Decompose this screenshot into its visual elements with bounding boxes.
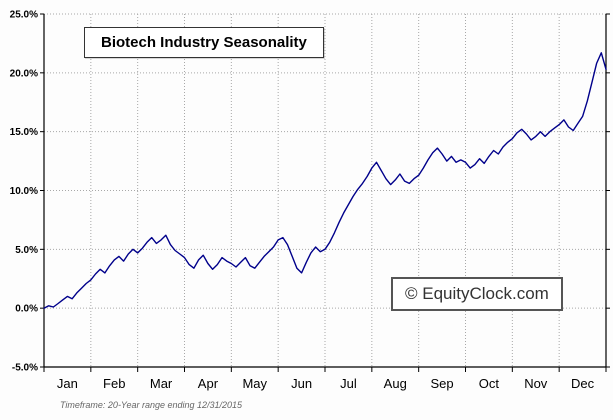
x-tick-label: Jun <box>291 376 312 391</box>
y-tick-label: 15.0% <box>10 127 38 138</box>
x-tick-label: Aug <box>384 376 407 391</box>
x-tick-label: Sep <box>431 376 454 391</box>
x-tick-label: Jul <box>340 376 357 391</box>
y-tick-label: 25.0% <box>10 10 38 21</box>
seasonality-line <box>43 52 607 309</box>
x-tick-label: Oct <box>479 376 500 391</box>
x-tick-label: Jan <box>57 376 78 391</box>
equityclock-watermark: © EquityClock.com <box>391 277 563 311</box>
y-tick-label: 20.0% <box>10 68 38 79</box>
x-tick-label: Apr <box>198 376 219 391</box>
y-tick-label: 10.0% <box>10 186 38 197</box>
timeframe-note: Timeframe: 20-Year range ending 12/31/20… <box>60 400 243 410</box>
x-tick-label: Mar <box>150 376 173 391</box>
chart-title: Biotech Industry Seasonality <box>84 27 324 58</box>
y-tick-label: -5.0% <box>12 363 38 374</box>
x-tick-label: May <box>242 376 267 391</box>
x-tick-label: Feb <box>103 376 125 391</box>
x-tick-label: Dec <box>571 376 595 391</box>
y-tick-label: 0.0% <box>15 304 38 315</box>
y-tick-label: 5.0% <box>15 245 38 256</box>
x-tick-label: Nov <box>524 376 548 391</box>
